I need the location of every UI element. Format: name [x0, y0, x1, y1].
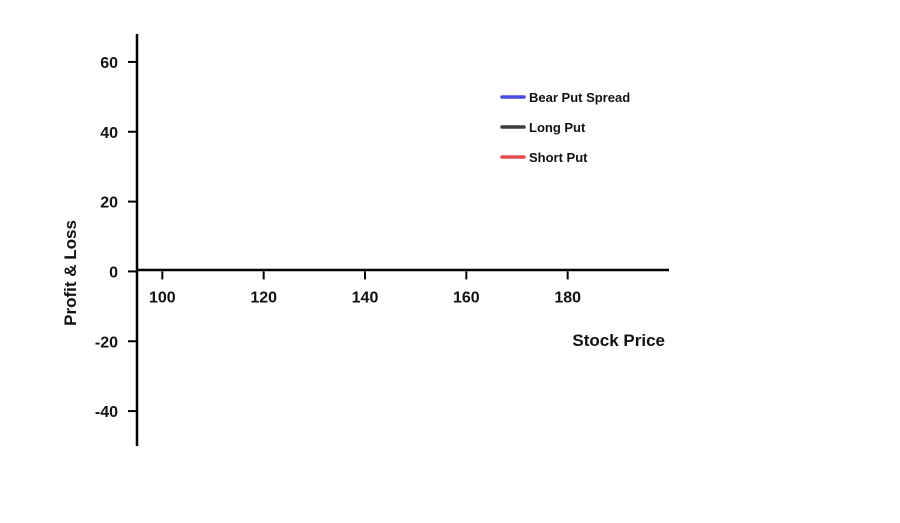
legend-label: Short Put: [529, 150, 588, 165]
legend-label: Long Put: [529, 120, 586, 135]
x-ticks: 100 120 140 160 180: [149, 271, 581, 306]
x-tick-label: 100: [149, 289, 176, 306]
y-tick-label: 40: [100, 125, 118, 142]
legend: Bear Put Spread Long Put Short Put: [500, 90, 630, 165]
y-axis-title: Profit & Loss: [61, 220, 80, 326]
x-tick-label: 140: [352, 289, 379, 306]
x-tick-label: 120: [250, 289, 277, 306]
legend-label: Bear Put Spread: [529, 90, 630, 105]
x-axis-title: Stock Price: [572, 331, 665, 350]
y-tick-label: -20: [95, 334, 118, 351]
x-tick-label: 160: [453, 289, 480, 306]
y-tick-label: -40: [95, 404, 118, 421]
y-tick-label: 60: [100, 55, 118, 72]
y-ticks: 60 40 20 0 -20 -40: [95, 55, 137, 421]
x-tick-label: 180: [554, 289, 581, 306]
y-tick-label: 20: [100, 195, 118, 212]
y-tick-label: 0: [109, 264, 118, 281]
